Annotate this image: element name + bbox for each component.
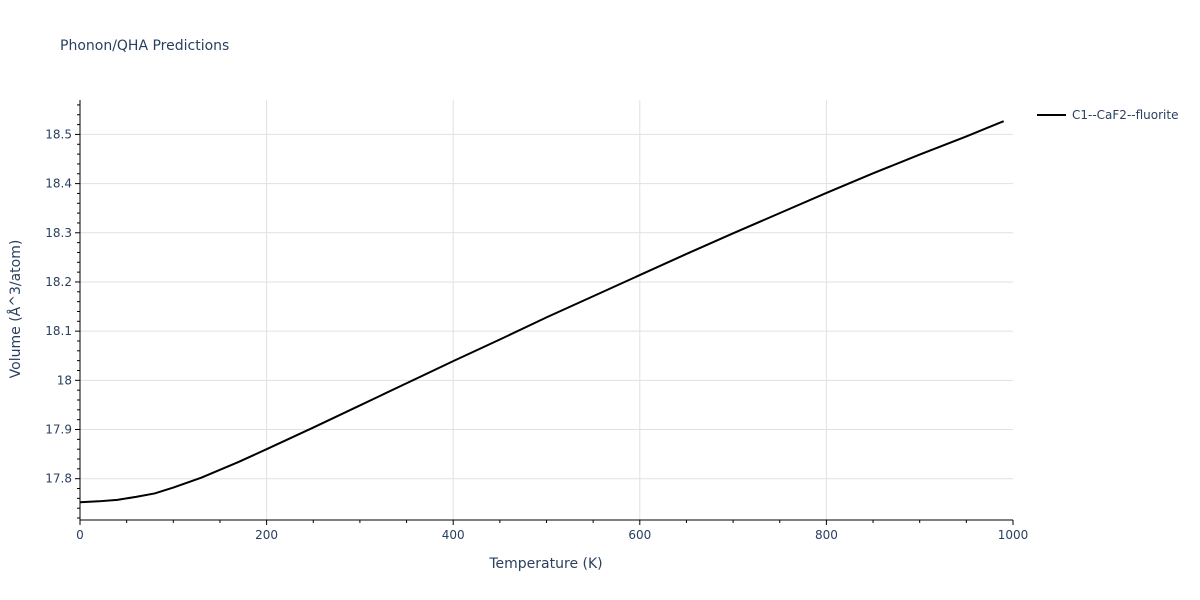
y-tick-label: 18.2 xyxy=(45,275,72,289)
x-tick-label: 800 xyxy=(815,528,838,542)
chart-title: Phonon/QHA Predictions xyxy=(60,38,229,54)
x-axis-title: Temperature (K) xyxy=(488,556,602,572)
y-tick-label: 17.9 xyxy=(45,423,72,437)
x-tick-label: 0 xyxy=(76,528,84,542)
y-tick-label: 18.5 xyxy=(45,127,72,141)
x-tick-label: 400 xyxy=(442,528,465,542)
series-line-0[interactable] xyxy=(79,120,1005,504)
x-tick-label: 1000 xyxy=(998,528,1029,542)
y-tick-label: 18.4 xyxy=(45,177,72,191)
y-tick-label: 18 xyxy=(57,373,72,387)
series-layer xyxy=(79,120,1005,504)
legend-label: C1--CaF2--fluorite xyxy=(1072,108,1178,122)
grid-layer xyxy=(80,100,1013,520)
y-tick-label: 18.3 xyxy=(45,226,72,240)
y-axis-title: Volume (Å^3/atom) xyxy=(7,240,24,379)
axes-layer: 0 200 400 600 800 1000 17.8 17.9 18 18.1 18.2 18.3 1… xyxy=(45,100,1028,542)
legend[interactable]: C1--CaF2--fluorite xyxy=(1037,108,1178,122)
y-tick-label: 18.1 xyxy=(45,324,72,338)
x-tick-label: 200 xyxy=(255,528,278,542)
x-tick-label: 600 xyxy=(628,528,651,542)
y-tick-label: 17.8 xyxy=(45,472,72,486)
